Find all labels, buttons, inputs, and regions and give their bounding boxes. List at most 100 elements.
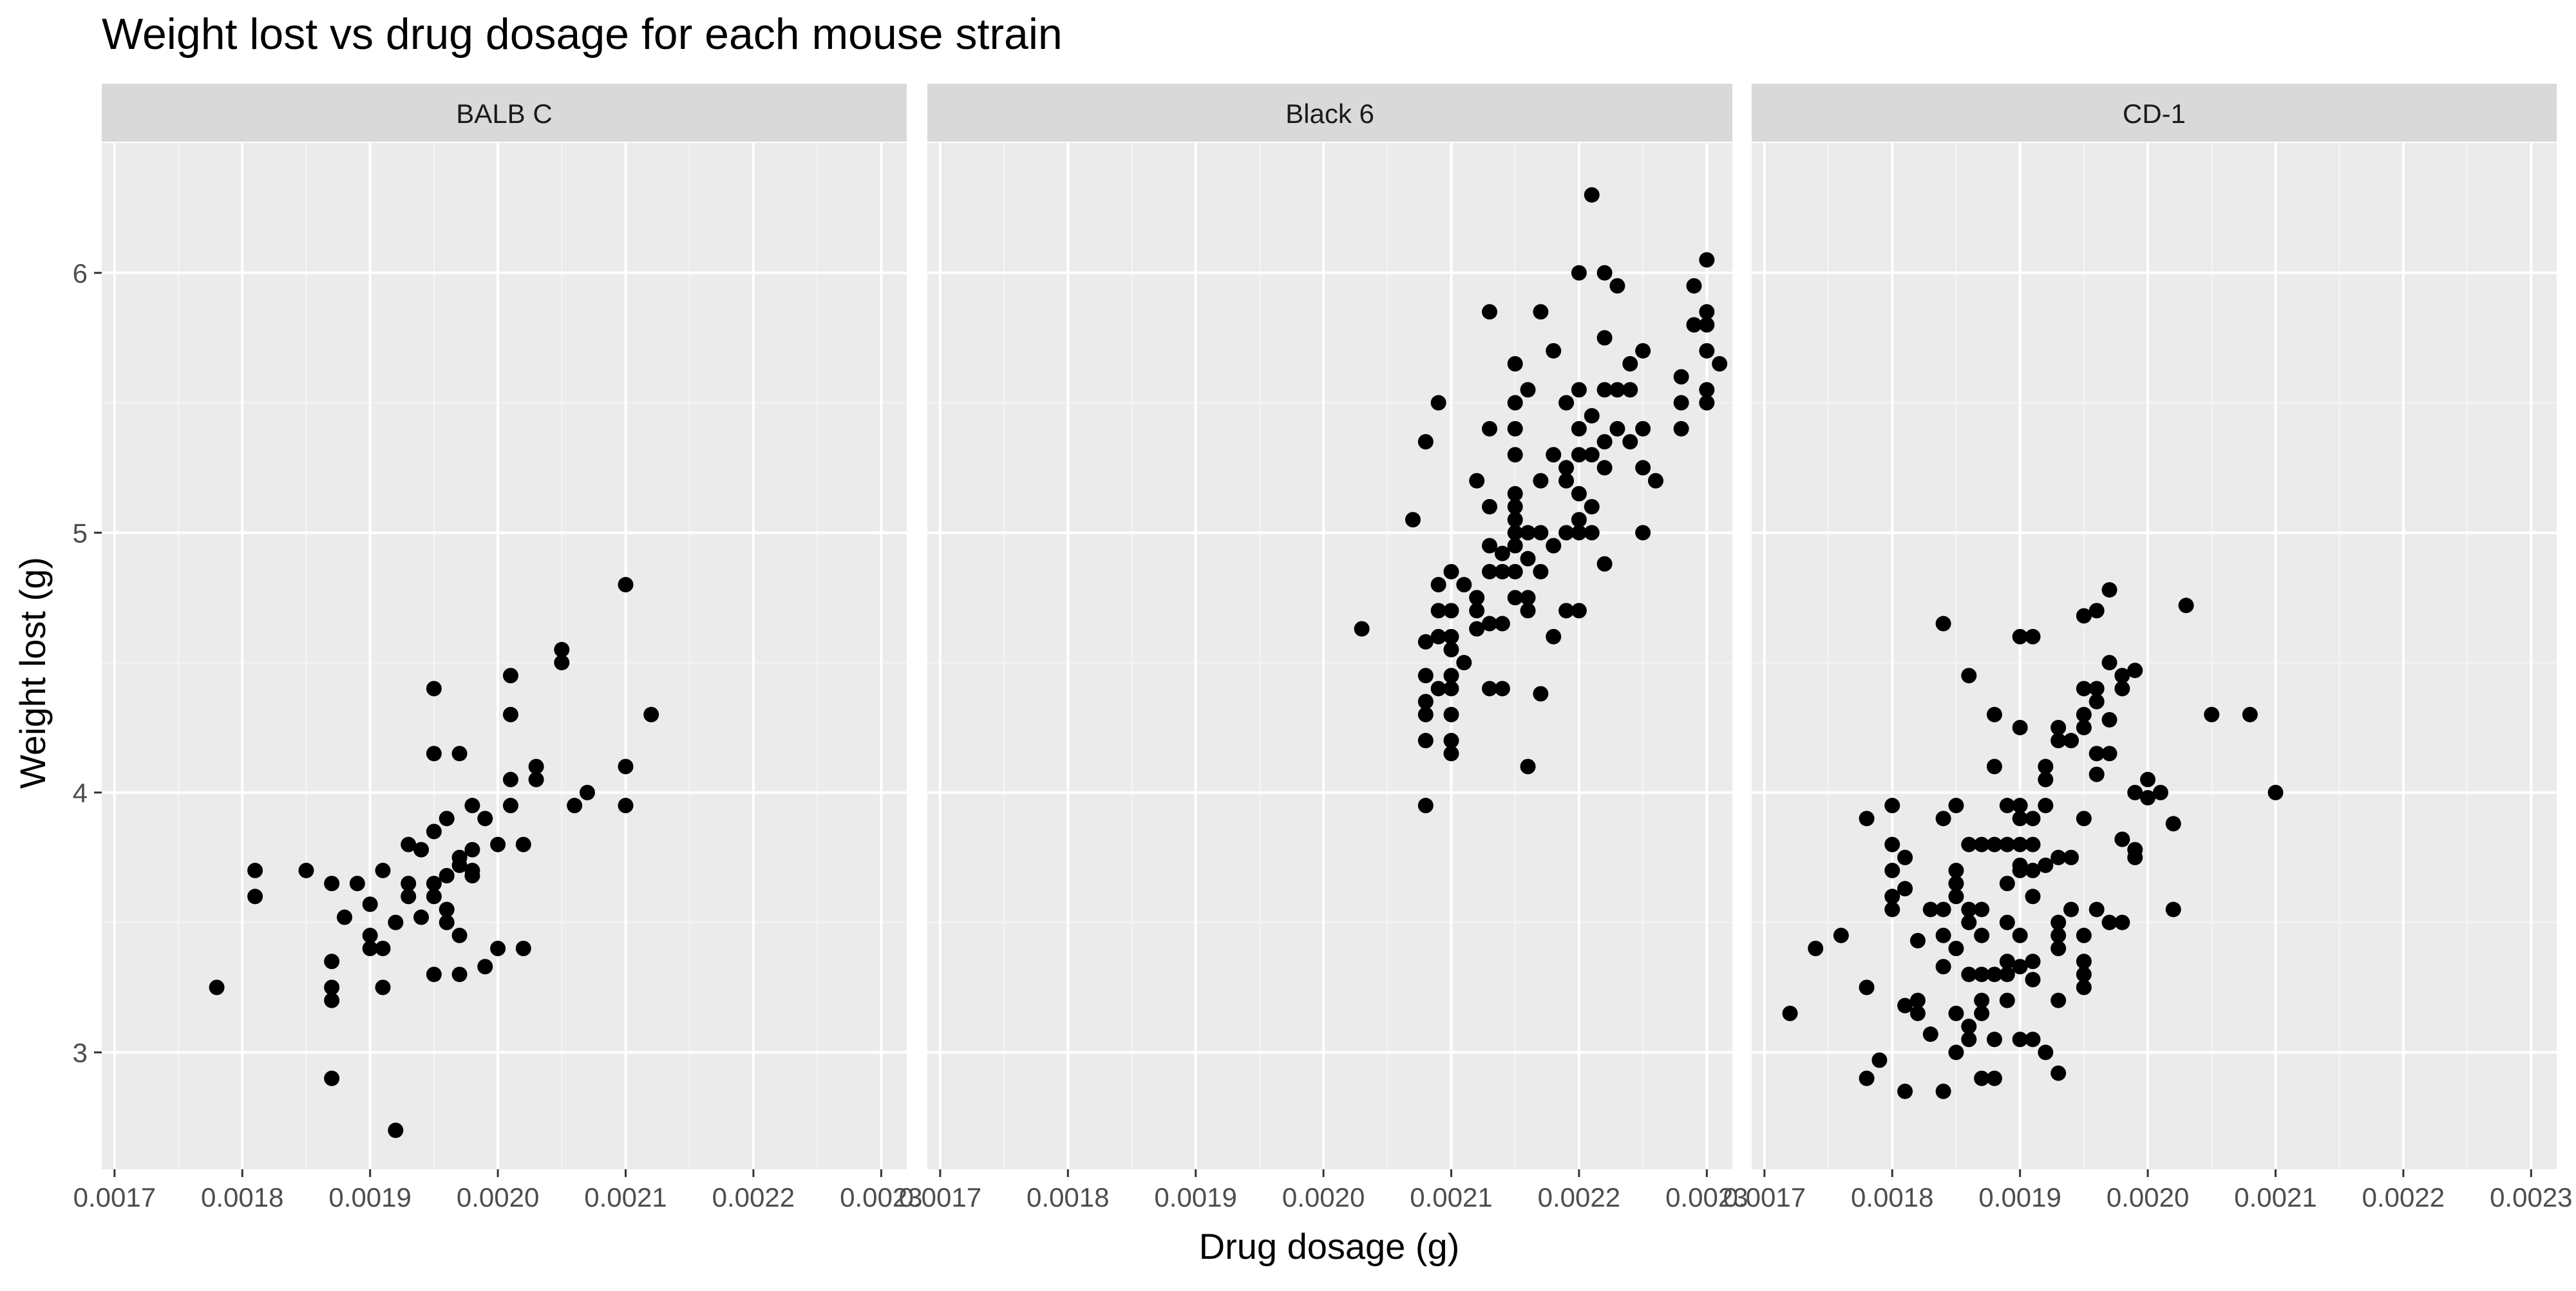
data-point <box>1884 862 1900 878</box>
data-point <box>413 909 430 925</box>
data-point <box>1558 525 1575 541</box>
data-point <box>1986 966 2002 983</box>
data-point <box>439 914 455 930</box>
data-point <box>1533 525 1549 541</box>
data-point <box>1520 759 1536 775</box>
data-point <box>2025 1032 2041 1048</box>
data-point <box>2165 816 2181 832</box>
facet-panel: Black 6 0.0017 0.0018 0.0019 0.0020 0.0021 0.0… <box>899 84 1748 1212</box>
data-point <box>1405 512 1421 528</box>
data-point <box>1673 395 1689 411</box>
data-point <box>1622 382 1638 398</box>
data-point <box>362 940 378 956</box>
data-point <box>375 979 391 995</box>
data-point <box>1533 473 1549 489</box>
data-point <box>1999 798 2015 814</box>
data-point <box>2025 889 2041 905</box>
data-point <box>1897 881 1913 897</box>
data-point <box>1596 330 1613 346</box>
data-point <box>1507 485 1523 502</box>
data-point <box>1974 927 1990 943</box>
data-point <box>1507 590 1523 606</box>
data-point <box>2012 798 2028 814</box>
data-point <box>2012 811 2028 827</box>
data-point <box>1635 420 1651 437</box>
x-tick-label: 0.0018 <box>1027 1182 1109 1212</box>
data-point <box>490 836 506 853</box>
data-point <box>2038 771 2054 787</box>
data-point <box>1986 706 2002 722</box>
data-point <box>413 842 430 858</box>
data-point <box>2178 598 2194 614</box>
data-point <box>2101 914 2117 930</box>
data-point <box>2012 1032 2028 1048</box>
data-point <box>1974 1005 1990 1021</box>
data-point <box>2063 901 2079 918</box>
chart-title: Weight lost vs drug dosage for each mous… <box>102 10 1063 59</box>
data-point <box>1443 563 1459 580</box>
x-tick-label: 0.0020 <box>1282 1182 1365 1212</box>
x-tick-label: 0.0020 <box>457 1182 539 1212</box>
data-point <box>1999 966 2015 983</box>
data-point <box>1999 836 2015 853</box>
data-point <box>1571 382 1587 398</box>
x-tick-label: 0.0021 <box>584 1182 667 1212</box>
data-point <box>2063 849 2079 865</box>
data-point <box>1546 447 1562 463</box>
data-point <box>1922 1026 1938 1042</box>
data-point <box>1520 525 1536 541</box>
data-point <box>1935 811 1951 827</box>
data-point <box>1609 420 1625 437</box>
data-point <box>298 862 314 878</box>
data-point <box>1948 876 1964 892</box>
data-point <box>1948 940 1964 956</box>
data-point <box>2268 784 2284 800</box>
y-tick-label: 6 <box>73 258 88 288</box>
data-point <box>1833 927 1849 943</box>
data-point <box>2012 927 2028 943</box>
data-point <box>1584 408 1600 424</box>
data-point <box>2050 1065 2067 1081</box>
data-point <box>426 746 442 762</box>
data-point <box>1494 616 1510 632</box>
data-points <box>209 577 659 1138</box>
data-point <box>1520 382 1536 398</box>
data-point <box>324 954 340 970</box>
facet-strip-label: CD-1 <box>2123 99 2186 129</box>
data-point <box>1507 356 1523 372</box>
data-point <box>388 914 404 930</box>
data-point <box>1443 641 1459 657</box>
panel-background <box>927 143 1732 1169</box>
data-point <box>324 992 340 1008</box>
data-point <box>1986 759 2002 775</box>
data-point <box>1609 278 1625 294</box>
data-point <box>1935 901 1951 918</box>
data-point <box>1430 577 1446 593</box>
data-point <box>1961 1019 1977 1035</box>
data-point <box>1974 966 1990 983</box>
data-point <box>1443 733 1459 749</box>
data-point <box>2012 719 2028 735</box>
data-point <box>464 798 480 814</box>
data-point <box>1948 1005 1964 1021</box>
data-point <box>1417 733 1434 749</box>
data-point <box>2114 668 2130 684</box>
data-point <box>2204 706 2220 722</box>
data-point <box>1507 395 1523 411</box>
facet-strip <box>102 84 907 142</box>
data-point <box>2050 914 2067 930</box>
data-point <box>1520 551 1536 567</box>
data-point <box>554 655 570 671</box>
data-point <box>477 959 493 975</box>
x-tick-label: 0.0017 <box>899 1182 981 1212</box>
data-point <box>1935 616 1951 632</box>
data-point <box>401 889 417 905</box>
data-point <box>2127 849 2143 865</box>
data-point <box>1961 966 1977 983</box>
data-point <box>2076 954 2092 970</box>
facet-strip-label: Black 6 <box>1285 99 1374 129</box>
data-point <box>502 706 518 722</box>
data-point <box>1935 927 1951 943</box>
data-point <box>2088 746 2105 762</box>
